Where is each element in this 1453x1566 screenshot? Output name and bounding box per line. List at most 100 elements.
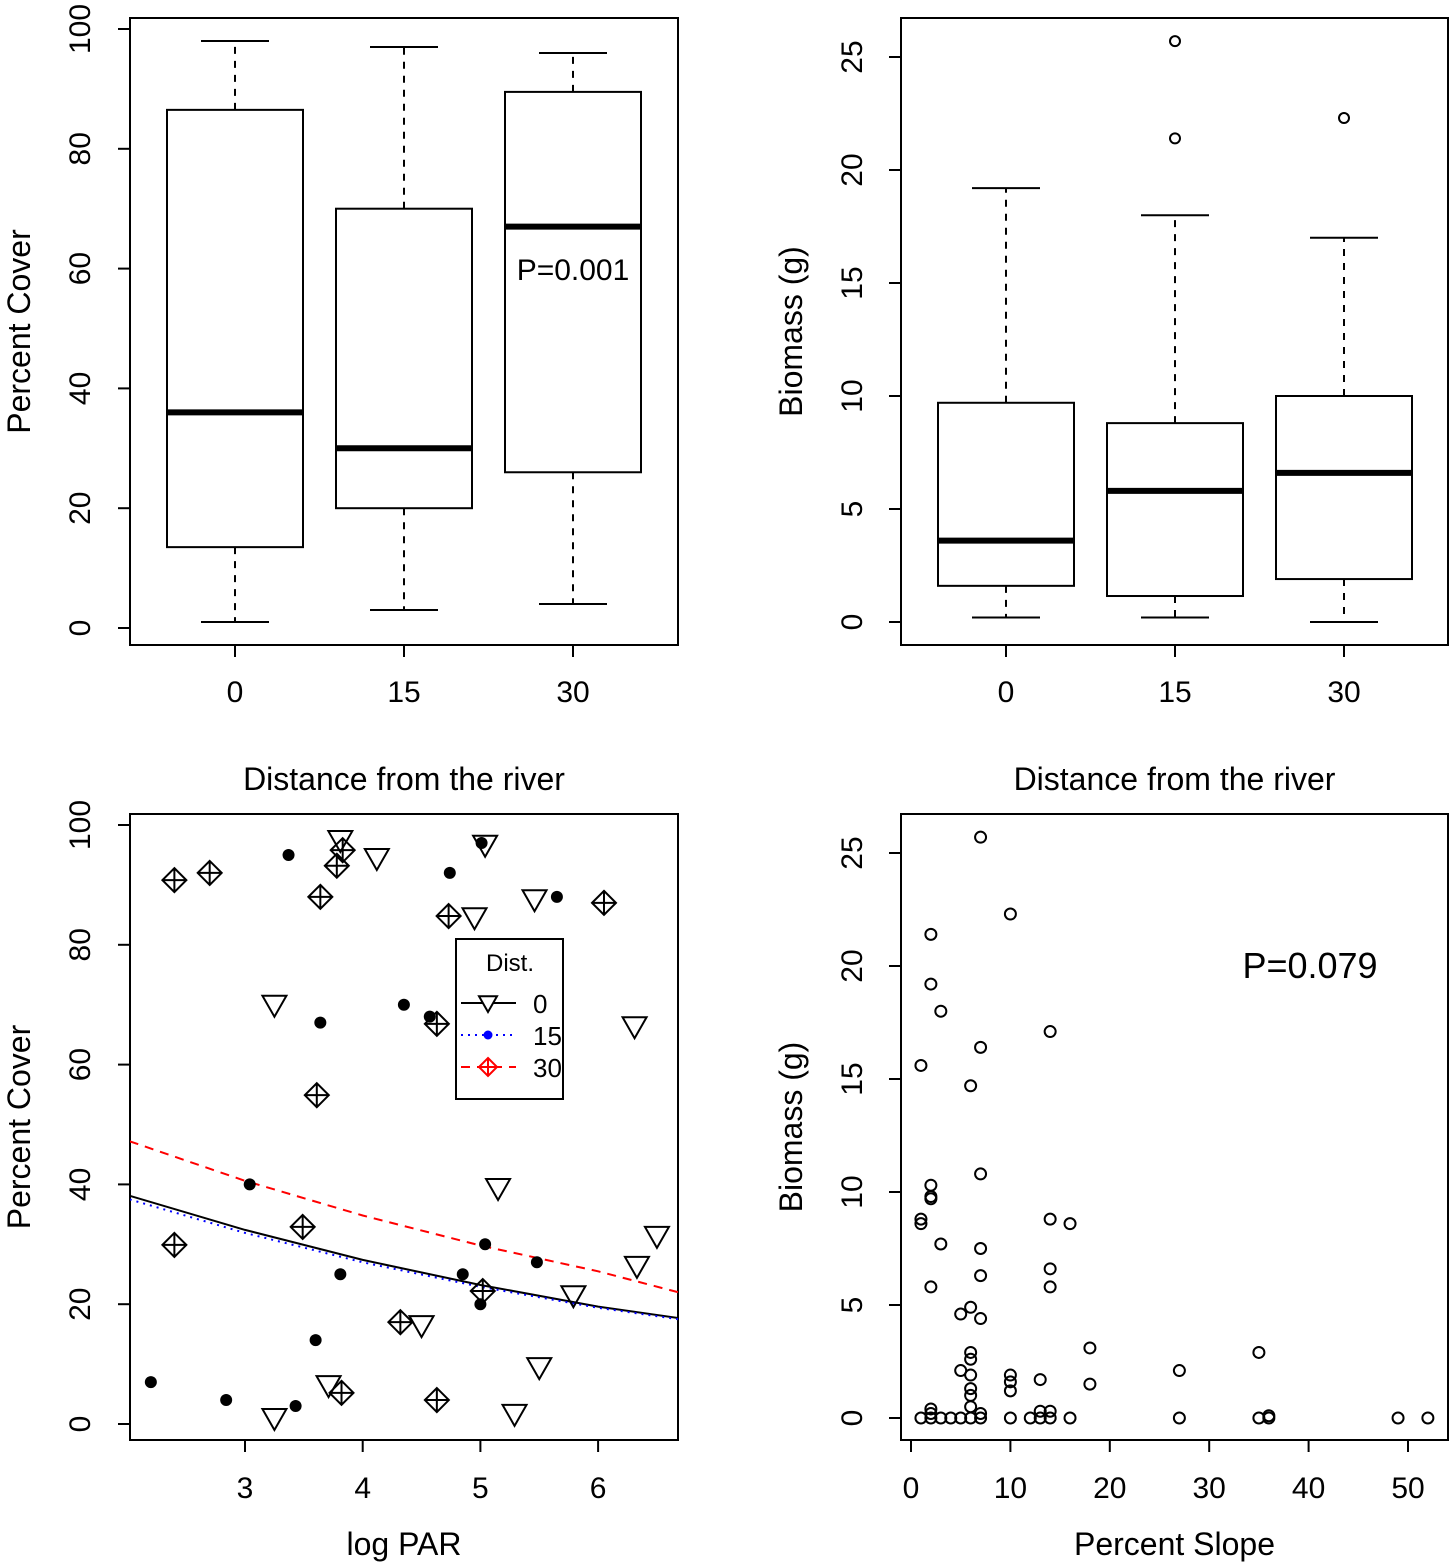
iqr-box xyxy=(504,90,642,474)
diamond-plus-shape xyxy=(196,859,224,887)
data-point xyxy=(914,1411,928,1425)
x-tick-label: 3 xyxy=(237,1472,254,1505)
point-triangle-down xyxy=(520,889,549,914)
diamond-plus-shape xyxy=(469,1277,497,1305)
plot-frame xyxy=(900,813,1449,1441)
point-filled-circle xyxy=(144,1376,157,1389)
point-diamond-plus xyxy=(435,902,463,930)
point-filled-circle xyxy=(220,1394,233,1407)
data-point xyxy=(974,1242,988,1255)
data-point xyxy=(964,1352,978,1366)
x-tick-label: 20 xyxy=(1093,1472,1126,1505)
data-point xyxy=(964,1079,978,1093)
legend-label: 30 xyxy=(533,1053,562,1083)
data-point xyxy=(924,1280,938,1294)
data-point xyxy=(1003,1368,1017,1382)
point-diamond-plus xyxy=(328,1379,355,1407)
data-point xyxy=(1023,1411,1037,1425)
point-diamond-plus xyxy=(329,836,357,864)
box-0 xyxy=(937,187,1075,619)
point-filled-circle xyxy=(423,1010,436,1023)
y-tick-label: 0 xyxy=(836,614,869,631)
y-tick-label: 25 xyxy=(836,836,869,869)
y-axis: 0 20 40 60 80 100 xyxy=(64,4,131,637)
point-diamond-plus xyxy=(160,866,188,894)
box-30 xyxy=(504,51,642,606)
point-triangle-down xyxy=(643,1225,671,1250)
y-axis: 0 5 10 15 20 25 xyxy=(836,40,902,631)
diamond-plus-shape xyxy=(590,889,618,917)
point-triangle-down xyxy=(260,994,289,1019)
panel-3: 0 20 40 60 80 100 Percent Cover 3 4 5 6 log PAR Dist… xyxy=(1,800,679,1562)
point-filled-circle xyxy=(243,1178,256,1191)
data-point xyxy=(924,927,938,941)
panel-1: 0 20 40 60 80 100 Percent Cover 0 15 30 Distance f… xyxy=(1,4,679,797)
y-tick-label: 10 xyxy=(836,1175,869,1208)
y-tick-label: 40 xyxy=(64,372,97,405)
y-tick-label: 5 xyxy=(836,501,869,518)
x-tick-label: 0 xyxy=(903,1472,920,1505)
data-point xyxy=(1003,1384,1017,1398)
data-point xyxy=(924,977,938,991)
outlier-point xyxy=(1338,112,1350,125)
iqr-box xyxy=(937,401,1075,587)
diamond-plus-shape xyxy=(423,1010,451,1038)
diamond-plus-shape xyxy=(329,836,357,864)
point-filled-circle xyxy=(550,890,563,903)
point-triangle-down xyxy=(260,1408,289,1433)
data-point xyxy=(1083,1341,1097,1355)
point-filled-circle xyxy=(483,1030,493,1040)
iqr-box xyxy=(1275,395,1413,581)
y-tick-label: 100 xyxy=(64,800,97,850)
outlier-point xyxy=(1169,35,1181,48)
x-tick-label: 15 xyxy=(387,676,420,709)
data-point xyxy=(964,1411,978,1425)
point-filled-circle xyxy=(443,866,456,879)
point-triangle-down xyxy=(407,1315,436,1340)
point-filled-circle xyxy=(397,998,410,1011)
fit-curve-dist-0 xyxy=(130,1194,678,1319)
box-30 xyxy=(1275,112,1413,623)
point-triangle-down xyxy=(484,1177,512,1203)
data-point xyxy=(1003,1411,1017,1425)
y-tick-label: 60 xyxy=(64,1048,97,1081)
data-point xyxy=(1003,1375,1017,1389)
point-triangle-down xyxy=(620,1016,649,1041)
data-point xyxy=(954,1411,968,1425)
x-tick-label: 6 xyxy=(590,1472,607,1505)
panel-2: 0 5 10 15 20 25 Biomass (g) 0 15 30 Distance from … xyxy=(773,17,1449,797)
point-filled-circle xyxy=(334,1268,347,1281)
diamond-plus-shape xyxy=(423,1386,451,1414)
y-tick-label: 80 xyxy=(64,132,97,165)
data-point xyxy=(1043,1280,1057,1294)
y-tick-label: 0 xyxy=(64,620,97,637)
point-filled-circle xyxy=(309,1334,322,1347)
data-point xyxy=(1043,1262,1057,1276)
diamond-plus-shape xyxy=(328,1379,355,1407)
data-point xyxy=(944,1411,958,1425)
series-dist-0 xyxy=(260,829,671,1433)
point-diamond-plus xyxy=(423,1386,451,1414)
data-point xyxy=(924,1411,938,1425)
data-point xyxy=(964,1382,978,1396)
x-axis: 0 15 30 xyxy=(227,644,590,709)
x-axis: 0 15 30 xyxy=(998,644,1361,709)
box-15 xyxy=(1106,35,1244,619)
iqr-box xyxy=(166,108,304,549)
data-point xyxy=(974,1411,988,1425)
y-tick-label: 60 xyxy=(64,252,97,285)
data-point xyxy=(954,1307,968,1321)
data-point xyxy=(934,1237,948,1251)
diamond-plus-shape xyxy=(477,1056,499,1078)
point-filled-circle xyxy=(282,848,295,861)
outlier-point xyxy=(1169,132,1181,145)
data-point xyxy=(924,1192,938,1206)
diamond-plus-shape xyxy=(303,1081,331,1109)
p-value-annotation: P=0.079 xyxy=(1242,945,1377,986)
data-point xyxy=(1421,1411,1435,1425)
data-point xyxy=(954,1364,968,1378)
point-diamond-plus xyxy=(323,852,351,880)
y-axis-label: Biomass (g) xyxy=(773,1042,809,1213)
point-filled-circle xyxy=(456,1268,469,1281)
